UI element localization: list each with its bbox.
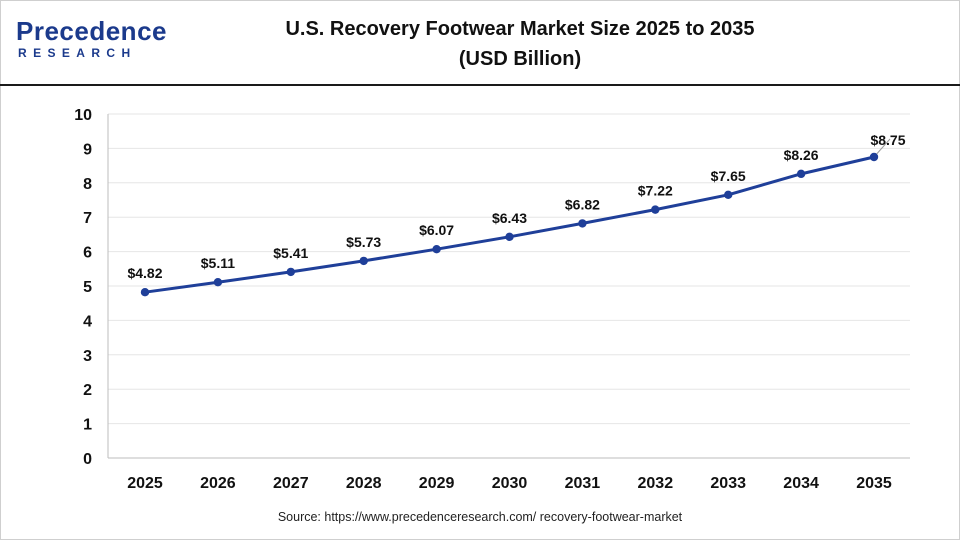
data-label: $7.65 (711, 168, 746, 184)
data-point (796, 169, 806, 179)
line-chart: 0 1 2 3 4 5 6 7 8 9 10 2025 2026 2027 2028 2029 2030 2031… (74, 107, 910, 492)
y-tick-label: 1 (83, 417, 92, 434)
y-tick-label: 9 (83, 141, 92, 158)
y-tick-label: 10 (74, 107, 92, 124)
data-point (869, 152, 879, 162)
x-tick-label: 2032 (638, 475, 674, 492)
x-tick-label: 2034 (783, 475, 819, 492)
data-label: $6.43 (492, 210, 527, 226)
y-tick-label: 4 (83, 313, 92, 330)
y-tick-label: 2 (83, 382, 92, 399)
y-tick-label: 5 (83, 279, 92, 296)
data-label: $5.11 (201, 255, 235, 271)
y-tick-label: 6 (83, 245, 92, 262)
x-tick-label: 2030 (492, 475, 528, 492)
header: Precedence RESEARCH U.S. Recovery Footwe… (0, 0, 960, 86)
data-point (432, 244, 441, 254)
brand-sub: RESEARCH (18, 46, 137, 60)
y-tick-label: 7 (83, 210, 92, 227)
y-tick-label: 0 (83, 451, 92, 468)
data-point (140, 287, 150, 297)
data-point (286, 267, 295, 277)
data-label: $5.41 (273, 245, 308, 261)
data-point (724, 190, 733, 200)
data-point (578, 219, 587, 228)
brand-logo: Precedence RESEARCH (16, 16, 166, 64)
brand-name: Precedence (16, 16, 167, 46)
chart-title: U.S. Recovery Footwear Market Size 2025 … (200, 14, 840, 74)
x-tick-label: 2028 (346, 475, 382, 492)
chart-title-line1: U.S. Recovery Footwear Market Size 2025 … (285, 18, 755, 40)
data-point (359, 256, 368, 266)
data-point (651, 205, 660, 214)
data-point (213, 278, 223, 287)
y-tick-label: 3 (83, 348, 92, 365)
data-label: $4.82 (127, 265, 162, 281)
source-note: Source: https://www.precedenceresearch.c… (277, 510, 683, 524)
data-label: $8.26 (784, 147, 819, 163)
x-tick-label: 2026 (200, 475, 236, 492)
x-tick-label: 2025 (127, 475, 163, 492)
x-tick-label: 2029 (419, 475, 455, 492)
x-tick-label: 2031 (565, 475, 601, 492)
data-label: $8.75 (870, 132, 905, 148)
data-label: $5.73 (346, 234, 381, 250)
x-tick-label: 2035 (856, 475, 892, 492)
data-label: $7.22 (638, 183, 673, 199)
data-label: $6.07 (419, 222, 454, 238)
y-tick-label: 8 (83, 176, 92, 193)
x-tick-label: 2033 (710, 475, 746, 492)
data-label: $6.82 (565, 196, 600, 212)
chart-title-line2: (USD Billion) (458, 48, 582, 70)
x-tick-label: 2027 (273, 475, 309, 492)
data-point (505, 232, 514, 242)
